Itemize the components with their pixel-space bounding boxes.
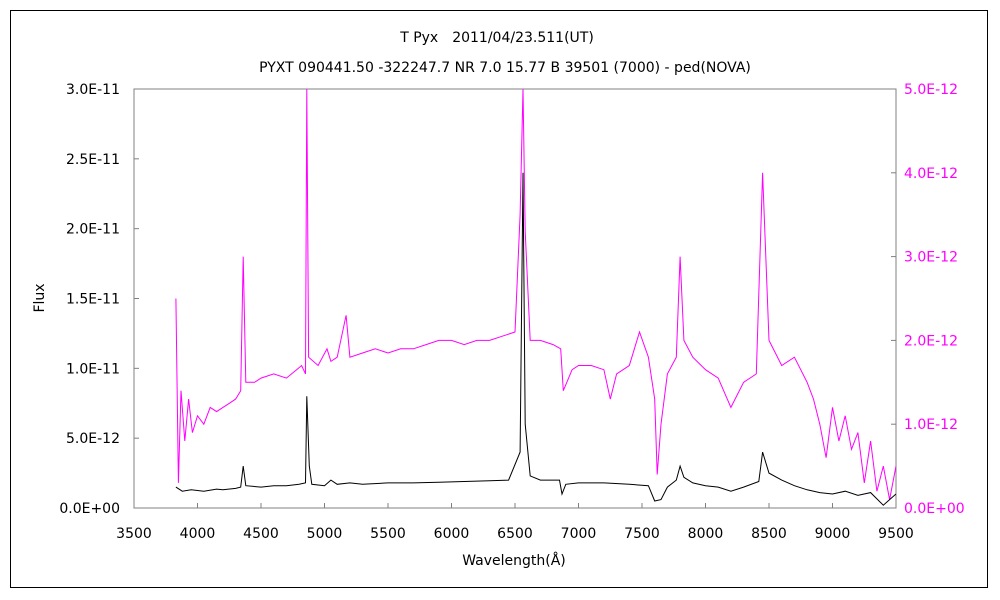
plot-area xyxy=(133,88,897,509)
chart-subtitle: PYXT 090441.50 -322247.7 NR 7.0 15.77 B … xyxy=(259,60,751,76)
y-tick-label: 0.0E+00 xyxy=(59,501,120,517)
x-tick-label: 7500 xyxy=(624,526,660,542)
x-tick-label: 8000 xyxy=(688,526,724,542)
x-tick-label: 5500 xyxy=(370,526,406,542)
y-tick-label: 2.5E-11 xyxy=(66,152,120,168)
y-tick-label: 5.0E-12 xyxy=(66,431,120,447)
y2-tick-label: 0.0E+00 xyxy=(904,501,965,517)
magenta-spectrum-line xyxy=(175,89,896,500)
x-tick-label: 8500 xyxy=(751,526,787,542)
chart-frame xyxy=(10,10,988,588)
y-tick-label: 1.5E-11 xyxy=(66,292,120,308)
y-tick-label: 2.0E-11 xyxy=(66,222,120,238)
x-axis-ticks: 3500 4000 4500 5000 5500 6000 6500 7000 7500 8000… xyxy=(116,503,914,542)
x-tick-label: 4000 xyxy=(180,526,216,542)
x-tick-label: 3500 xyxy=(116,526,152,542)
y2-tick-label: 4.0E-12 xyxy=(904,166,958,182)
y-tick-label: 3.0E-11 xyxy=(66,82,120,98)
y2-tick-label: 3.0E-12 xyxy=(904,250,958,266)
y2-tick-label: 5.0E-12 xyxy=(904,82,958,98)
x-tick-label: 7000 xyxy=(561,526,597,542)
y-axis-ticks: 0.0E+00 5.0E-12 1.0E-11 1.5E-11 2.0E-11 2.5E-… xyxy=(59,82,139,517)
x-tick-label: 4500 xyxy=(243,526,279,542)
series-group xyxy=(175,89,896,506)
x-axis-label: Wavelength(Å) xyxy=(462,552,566,569)
x-tick-label: 6500 xyxy=(497,526,533,542)
x-tick-label: 9000 xyxy=(815,526,851,542)
x-tick-label: 9500 xyxy=(878,526,914,542)
y2-axis-ticks: 0.0E+00 1.0E-12 2.0E-12 3.0E-12 4.0E-12 5.0E-… xyxy=(891,82,965,517)
black-spectrum-line xyxy=(175,172,896,506)
y-axis-label: Flux xyxy=(32,283,48,312)
y2-tick-label: 1.0E-12 xyxy=(904,417,958,433)
chart-title: T Pyx 2011/04/23.511(UT) xyxy=(399,30,594,46)
y-tick-label: 1.0E-11 xyxy=(66,361,120,377)
x-tick-label: 6000 xyxy=(434,526,470,542)
y2-tick-label: 2.0E-12 xyxy=(904,333,958,349)
x-tick-label: 5000 xyxy=(307,526,343,542)
